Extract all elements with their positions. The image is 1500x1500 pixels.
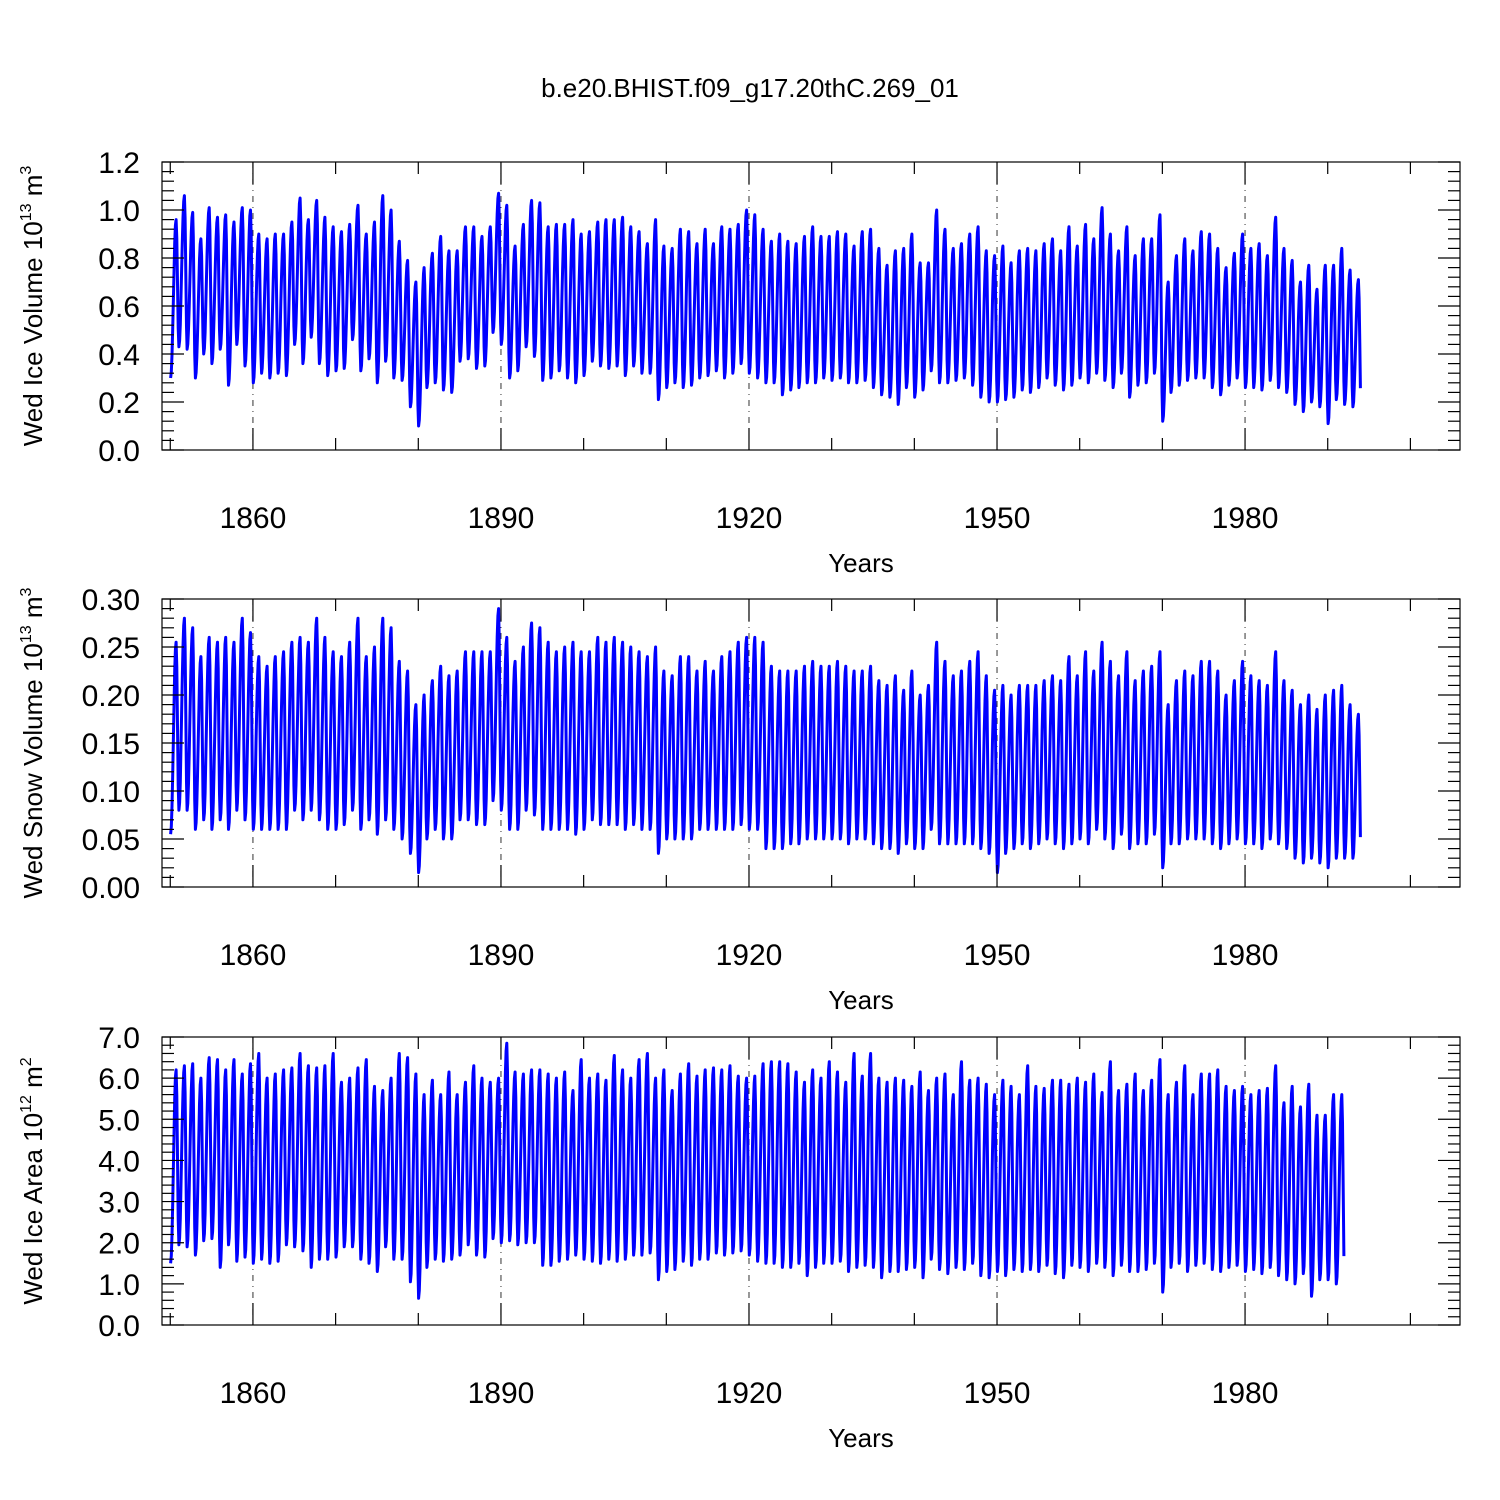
figure-title: b.e20.BHIST.f09_g17.20thC.269_01 <box>541 73 959 103</box>
x-tick-label: 1950 <box>964 1377 1031 1410</box>
y-tick-label: 6.0 <box>98 1063 140 1096</box>
y-tick-label: 3.0 <box>98 1187 140 1220</box>
y-axis-label-text: m <box>18 175 48 204</box>
y-tick-label: 0.0 <box>98 435 140 468</box>
y-axis-label-superscript: 13 <box>18 625 35 643</box>
x-tick-label: 1890 <box>468 939 535 972</box>
chart-panel-1: 0.0 0.2 0.4 0.6 0.8 1.0 1.2 1860 1890 1920 1950 198… <box>18 147 1461 578</box>
y-axis-label-text: m <box>18 1066 48 1095</box>
x-tick-label: 1920 <box>716 939 783 972</box>
plot-frame <box>161 1036 1461 1326</box>
y-axis-label-text: Wed Ice Area 10 <box>18 1113 48 1305</box>
y-tick-label: 0.4 <box>98 339 140 372</box>
panels: 0.0 0.2 0.4 0.6 0.8 1.0 1.2 1860 1890 1920 1950 198… <box>18 147 1461 1453</box>
y-tick-label: 0.0 <box>98 1310 140 1343</box>
y-axis-label: Wed Snow Volume 1013 m3 <box>18 587 48 898</box>
x-axis-label: Years <box>828 985 894 1015</box>
y-tick-label: 0.25 <box>82 632 140 665</box>
y-tick-label: 0.20 <box>82 680 140 713</box>
x-tick-label: 1980 <box>1212 502 1279 535</box>
x-axis-label: Years <box>828 548 894 578</box>
x-tick-label: 1890 <box>468 502 535 535</box>
y-axis-label: Wed Ice Area 1012 m2 <box>18 1057 48 1304</box>
series-line <box>169 1041 1346 1300</box>
x-tick-label: 1860 <box>220 1377 287 1410</box>
y-tick-label: 1.0 <box>98 1269 140 1302</box>
y-tick-label: 2.0 <box>98 1228 140 1261</box>
y-axis-label-superscript: 3 <box>18 587 35 596</box>
y-axis-label-text: m <box>18 596 48 625</box>
y-axis-label-superscript: 12 <box>18 1095 35 1113</box>
y-tick-label: 1.2 <box>98 147 140 180</box>
x-tick-label: 1950 <box>964 502 1031 535</box>
y-tick-label: 5.0 <box>98 1104 140 1137</box>
y-axis-label-text: Wed Snow Volume 10 <box>18 643 48 898</box>
series-line <box>169 191 1362 428</box>
chart-panel-2: 0.00 0.05 0.10 0.15 0.20 0.25 0.30 1860 1890 1920… <box>18 584 1461 1015</box>
x-tick-label: 1950 <box>964 939 1031 972</box>
y-tick-label: 0.30 <box>82 584 140 617</box>
y-tick-label: 7.0 <box>98 1022 140 1055</box>
x-tick-label: 1860 <box>220 939 287 972</box>
x-axis-label: Years <box>828 1423 894 1453</box>
series-line <box>169 607 1362 875</box>
y-axis-label-superscript: 2 <box>18 1057 35 1066</box>
y-tick-label: 0.15 <box>82 728 140 761</box>
y-tick-label: 0.10 <box>82 776 140 809</box>
y-axis-label-text: Wed Ice Volume 10 <box>18 221 48 446</box>
x-tick-label: 1980 <box>1212 939 1279 972</box>
x-tick-label: 1890 <box>468 1377 535 1410</box>
x-tick-label: 1920 <box>716 1377 783 1410</box>
x-tick-label: 1980 <box>1212 1377 1279 1410</box>
y-axis-label-superscript: 3 <box>18 166 35 175</box>
chart-panel-3: 0.0 1.0 2.0 3.0 4.0 5.0 6.0 7.0 1860 1890 1920 1950… <box>18 1022 1461 1453</box>
y-tick-label: 0.6 <box>98 291 140 324</box>
y-tick-label: 0.2 <box>98 387 140 420</box>
x-tick-label: 1860 <box>220 502 287 535</box>
y-tick-label: 1.0 <box>98 195 140 228</box>
y-tick-label: 0.00 <box>82 872 140 905</box>
x-tick-label: 1920 <box>716 502 783 535</box>
y-tick-label: 0.05 <box>82 824 140 857</box>
y-tick-label: 0.8 <box>98 243 140 276</box>
y-axis-label: Wed Ice Volume 1013 m3 <box>18 166 48 447</box>
y-tick-label: 4.0 <box>98 1145 140 1178</box>
y-axis-label-superscript: 13 <box>18 203 35 221</box>
